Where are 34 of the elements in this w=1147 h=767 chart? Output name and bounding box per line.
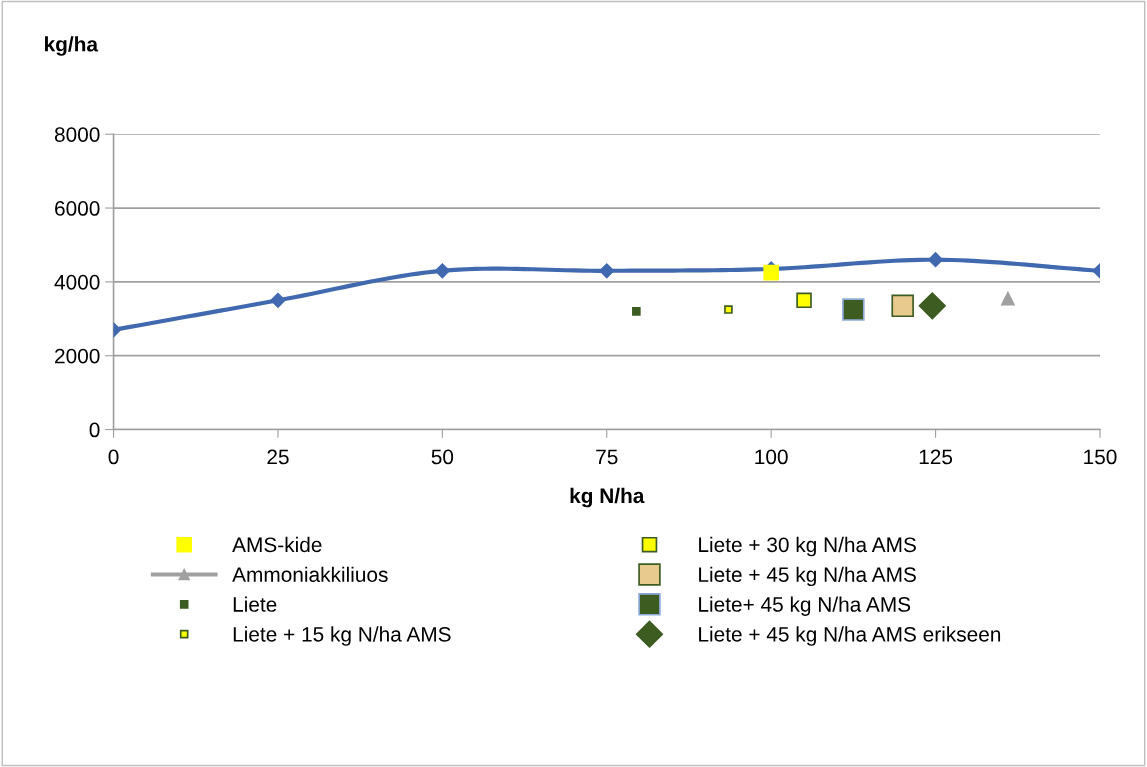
y-tick-label: 2000 (55, 348, 100, 364)
point (891, 294, 914, 318)
x-axis-title: kg N/ha (570, 487, 645, 508)
x-tick-label: 100 (755, 449, 788, 465)
point (927, 252, 944, 268)
y-tick-label: 0 (89, 422, 100, 438)
y-tick-label: 8000 (54, 127, 100, 142)
y-axis-title: kg/ha (45, 36, 99, 56)
y-tick-label: 6000 (55, 201, 100, 216)
point (724, 305, 733, 314)
legend-label: Liete + 30 kg N/ha AMS (699, 536, 916, 557)
point (632, 307, 641, 316)
legend-label: Liete (233, 596, 277, 612)
x-tick-label: 75 (596, 449, 618, 465)
point (763, 264, 779, 281)
x-tick-label: 25 (267, 449, 289, 465)
point (796, 292, 812, 309)
x-tick-label: 150 (1084, 449, 1117, 465)
x-tick-label: 0 (108, 449, 119, 465)
point (270, 292, 286, 308)
x-tick-label: 50 (431, 449, 454, 465)
legend-label: Ammoniakkiliuos (232, 566, 388, 582)
legend-label: Liete+ 45 kg N/ha AMS (699, 596, 911, 616)
point (918, 292, 946, 320)
point (599, 263, 615, 279)
point (1000, 291, 1015, 306)
legend-label: Liete + 45 kg N/ha AMS (699, 566, 916, 587)
legend-label: AMS-kide (232, 536, 322, 553)
y-tick-label: 4000 (54, 274, 100, 290)
point (434, 263, 450, 279)
legend-label: Liete + 45 kg N/ha AMS erikseen (699, 626, 1001, 646)
point (842, 298, 865, 321)
legend-label: Liete + 15 kg N/ha AMS (233, 626, 451, 646)
x-tick-label: 125 (919, 449, 953, 465)
